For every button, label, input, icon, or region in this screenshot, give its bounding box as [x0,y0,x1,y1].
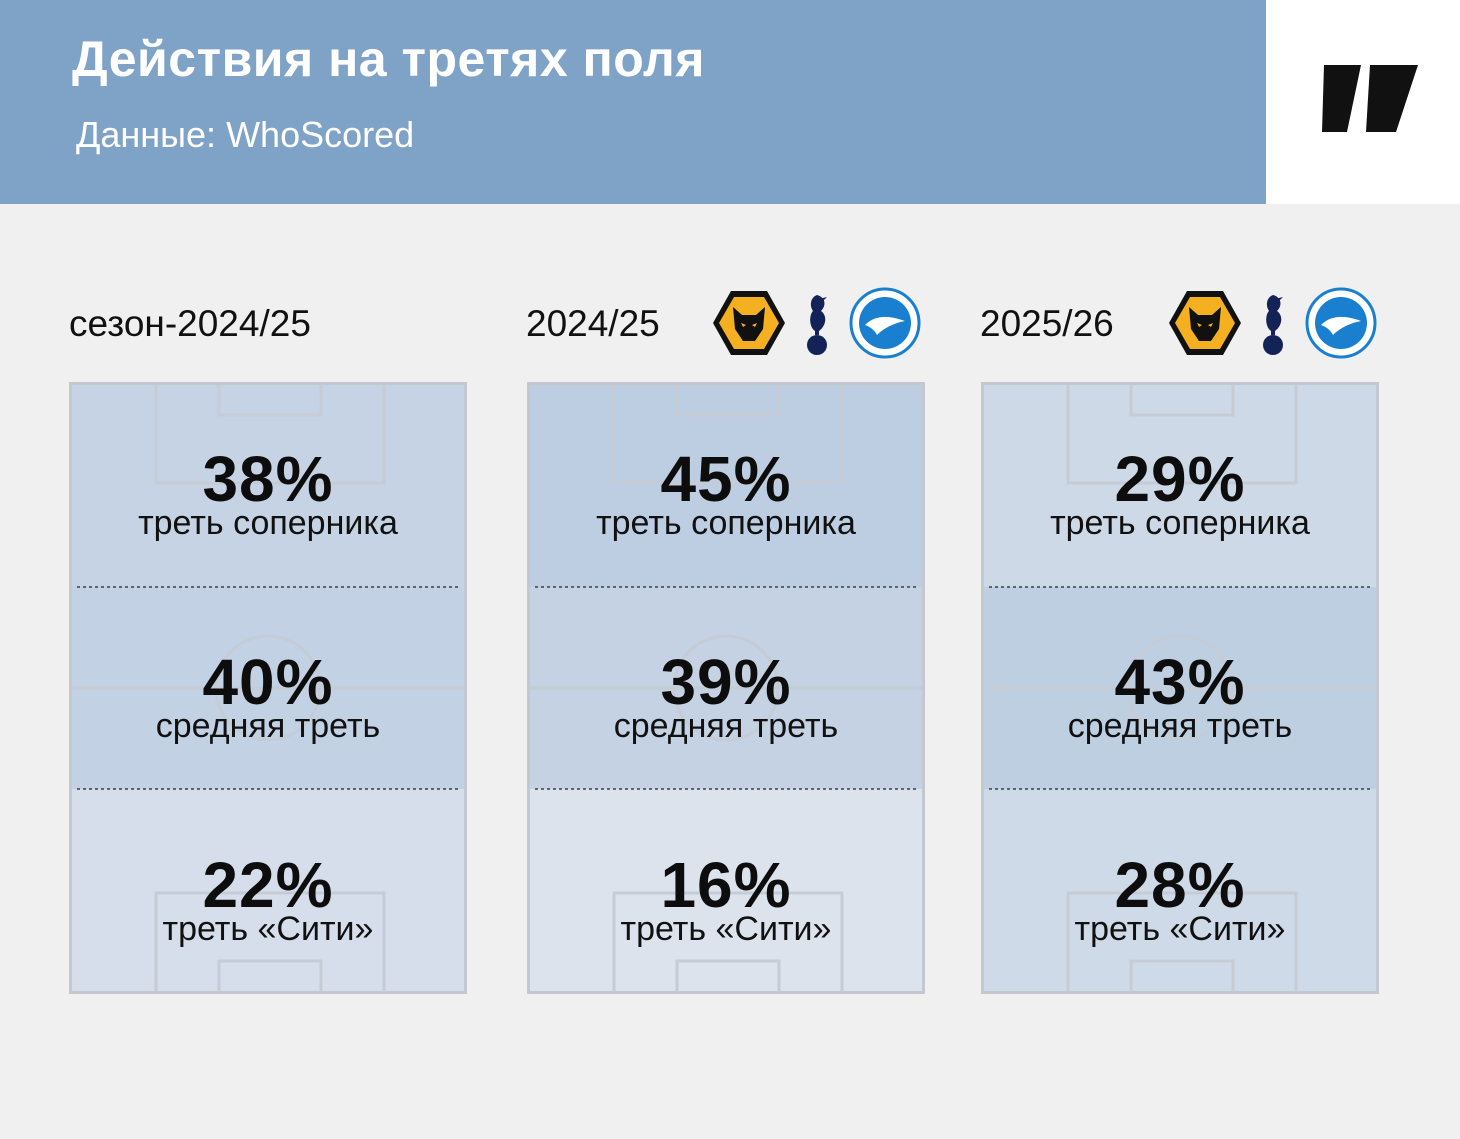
goal-area-top [1129,385,1235,417]
zone-1: 38% треть соперника [72,447,464,543]
header-banner: Действия на третях поля Данные: WhoScore… [0,0,1266,204]
penalty-area-top [154,385,386,485]
zone-label: треть соперника [138,504,398,542]
data-source: Данные: WhoScored [76,114,415,155]
centre-circle [672,634,780,742]
value-label: 38% [202,443,334,515]
zone-fill [984,789,1376,991]
goal-area-bottom [675,959,781,991]
value-label: 39% [660,646,792,718]
panel-label: 2024/25 [526,303,660,344]
pitch-markings [72,385,464,991]
zone-fill [72,385,464,587]
pitch: 45% треть соперника 39% средняя треть 16% тре… [527,382,925,994]
goal-area-top [675,385,781,417]
centre-circle [214,634,322,742]
value-label: 45% [660,443,792,515]
brighton-crest-icon [849,287,921,359]
penalty-area-top [1066,385,1298,485]
zone-fill [530,385,922,587]
brighton-crest-icon [1305,287,1377,359]
zone-label: треть «Сити» [1074,910,1286,948]
penalty-area-bottom [1066,891,1298,991]
pitch-markings [984,385,1376,991]
wolves-crest-icon [713,291,785,355]
zone-label: средняя треть [613,707,839,745]
page-title: Действия на третях поля [72,31,705,87]
centre-circle [1126,634,1234,742]
value-label: 40% [202,646,334,718]
zone-1: 45% треть соперника [530,447,922,543]
logo-area [1266,0,1460,204]
zone-fill [530,789,922,991]
tottenham-crest-icon [1263,295,1283,355]
goal-area-bottom [217,959,323,991]
penalty-area-bottom [612,891,844,991]
value-label: 22% [202,849,334,921]
zone-label: средняя треть [155,707,381,745]
zone-3: 16% треть «Сити» [530,853,922,949]
zone-3: 28% треть «Сити» [984,853,1376,949]
zone-label: треть «Сити» [620,910,832,948]
tottenham-crest-icon [807,295,827,355]
zone-1: 29% треть соперника [984,447,1376,543]
pitch: 38% треть соперника 40% средняя треть 22% тре… [69,382,467,994]
publisher-logo-icon [1322,65,1418,132]
pitch-markings [530,385,922,991]
wolves-crest-icon [1169,291,1241,355]
value-label: 28% [1114,849,1246,921]
penalty-area-bottom [154,891,386,991]
zone-fill [72,789,464,991]
zone-fill [984,385,1376,587]
panel-label: сезон-2024/25 [69,303,311,344]
pitch: 29% треть соперника 43% средняя треть 28% тре… [981,382,1379,994]
zone-label: треть соперника [1050,504,1310,542]
zone-2: 39% средняя треть [530,650,922,746]
zone-3: 22% треть «Сити» [72,853,464,949]
zone-2: 43% средняя треть [984,650,1376,746]
value-label: 29% [1114,443,1246,515]
goal-area-bottom [1129,959,1235,991]
zone-label: треть соперника [596,504,856,542]
panel-label: 2025/26 [980,303,1114,344]
penalty-area-top [612,385,844,485]
value-label: 43% [1114,646,1246,718]
zone-2: 40% средняя треть [72,650,464,746]
goal-area-top [217,385,323,417]
zone-label: треть «Сити» [162,910,374,948]
value-label: 16% [660,849,792,921]
zone-label: средняя треть [1067,707,1293,745]
